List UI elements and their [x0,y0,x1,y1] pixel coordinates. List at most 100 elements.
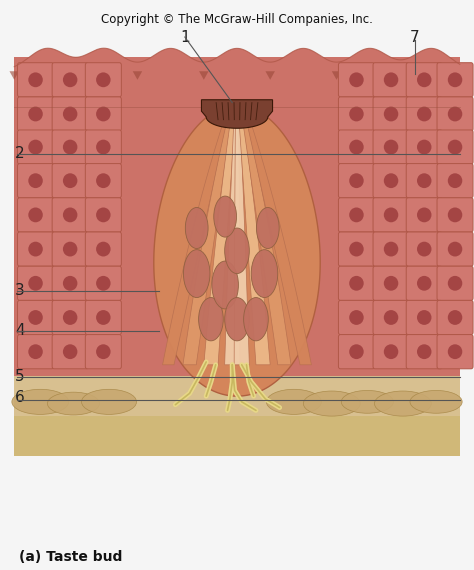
Ellipse shape [183,250,210,298]
FancyBboxPatch shape [406,266,442,300]
FancyBboxPatch shape [373,266,409,300]
FancyBboxPatch shape [85,63,121,97]
Ellipse shape [96,173,110,188]
Ellipse shape [225,298,249,341]
Ellipse shape [417,242,431,256]
Ellipse shape [384,207,398,222]
Ellipse shape [96,207,110,222]
FancyBboxPatch shape [338,130,374,164]
Ellipse shape [349,276,364,291]
Ellipse shape [63,242,77,256]
FancyBboxPatch shape [85,130,121,164]
FancyBboxPatch shape [52,63,88,97]
Ellipse shape [417,310,431,325]
FancyBboxPatch shape [85,198,121,232]
FancyBboxPatch shape [338,335,374,369]
Ellipse shape [96,276,110,291]
Ellipse shape [303,391,360,416]
Ellipse shape [384,242,398,256]
Ellipse shape [96,310,110,325]
Ellipse shape [96,107,110,121]
FancyBboxPatch shape [85,266,121,300]
Ellipse shape [28,72,43,87]
FancyBboxPatch shape [338,266,374,300]
Ellipse shape [448,107,462,121]
Ellipse shape [417,276,431,291]
Ellipse shape [349,72,364,87]
FancyBboxPatch shape [52,266,88,300]
FancyBboxPatch shape [373,335,409,369]
FancyBboxPatch shape [18,335,54,369]
Ellipse shape [384,72,398,87]
Text: 4: 4 [15,323,25,338]
FancyBboxPatch shape [373,198,409,232]
FancyBboxPatch shape [373,164,409,198]
Ellipse shape [349,344,364,359]
Polygon shape [246,117,311,365]
Ellipse shape [349,173,364,188]
Ellipse shape [212,261,238,309]
Ellipse shape [417,344,431,359]
Polygon shape [204,117,235,365]
Ellipse shape [448,310,462,325]
Ellipse shape [96,72,110,87]
Text: 2: 2 [15,146,25,161]
Polygon shape [9,71,19,80]
Polygon shape [69,71,78,80]
FancyBboxPatch shape [52,164,88,198]
Ellipse shape [384,276,398,291]
FancyBboxPatch shape [52,335,88,369]
Ellipse shape [448,242,462,256]
FancyBboxPatch shape [373,130,409,164]
FancyBboxPatch shape [406,164,442,198]
FancyBboxPatch shape [437,63,473,97]
Polygon shape [455,71,465,80]
FancyBboxPatch shape [338,63,374,97]
Ellipse shape [63,276,77,291]
FancyBboxPatch shape [52,232,88,266]
Text: 5: 5 [15,369,25,384]
FancyBboxPatch shape [373,63,409,97]
FancyBboxPatch shape [437,335,473,369]
Ellipse shape [28,310,43,325]
Bar [14,57,460,379]
Ellipse shape [349,242,364,256]
Ellipse shape [266,389,321,414]
Ellipse shape [63,72,77,87]
Ellipse shape [349,310,364,325]
Ellipse shape [28,107,43,121]
FancyBboxPatch shape [338,300,374,335]
Polygon shape [265,71,275,80]
FancyBboxPatch shape [52,97,88,131]
FancyBboxPatch shape [338,164,374,198]
Ellipse shape [96,242,110,256]
Ellipse shape [448,207,462,222]
Ellipse shape [410,390,462,413]
FancyBboxPatch shape [406,198,442,232]
Ellipse shape [28,207,43,222]
Ellipse shape [448,173,462,188]
FancyBboxPatch shape [437,97,473,131]
Ellipse shape [448,72,462,87]
FancyBboxPatch shape [338,232,374,266]
Ellipse shape [63,310,77,325]
FancyBboxPatch shape [406,130,442,164]
Ellipse shape [28,242,43,256]
Ellipse shape [63,344,77,359]
Bar [14,376,460,419]
Ellipse shape [374,391,431,416]
FancyBboxPatch shape [406,63,442,97]
Ellipse shape [349,107,364,121]
Ellipse shape [82,389,137,414]
FancyBboxPatch shape [85,232,121,266]
FancyBboxPatch shape [18,130,54,164]
Bar [14,416,460,456]
Ellipse shape [384,173,398,188]
Ellipse shape [417,173,431,188]
Polygon shape [154,105,320,396]
FancyBboxPatch shape [85,164,121,198]
FancyBboxPatch shape [437,198,473,232]
Polygon shape [225,117,240,365]
FancyBboxPatch shape [18,97,54,131]
Ellipse shape [63,107,77,121]
